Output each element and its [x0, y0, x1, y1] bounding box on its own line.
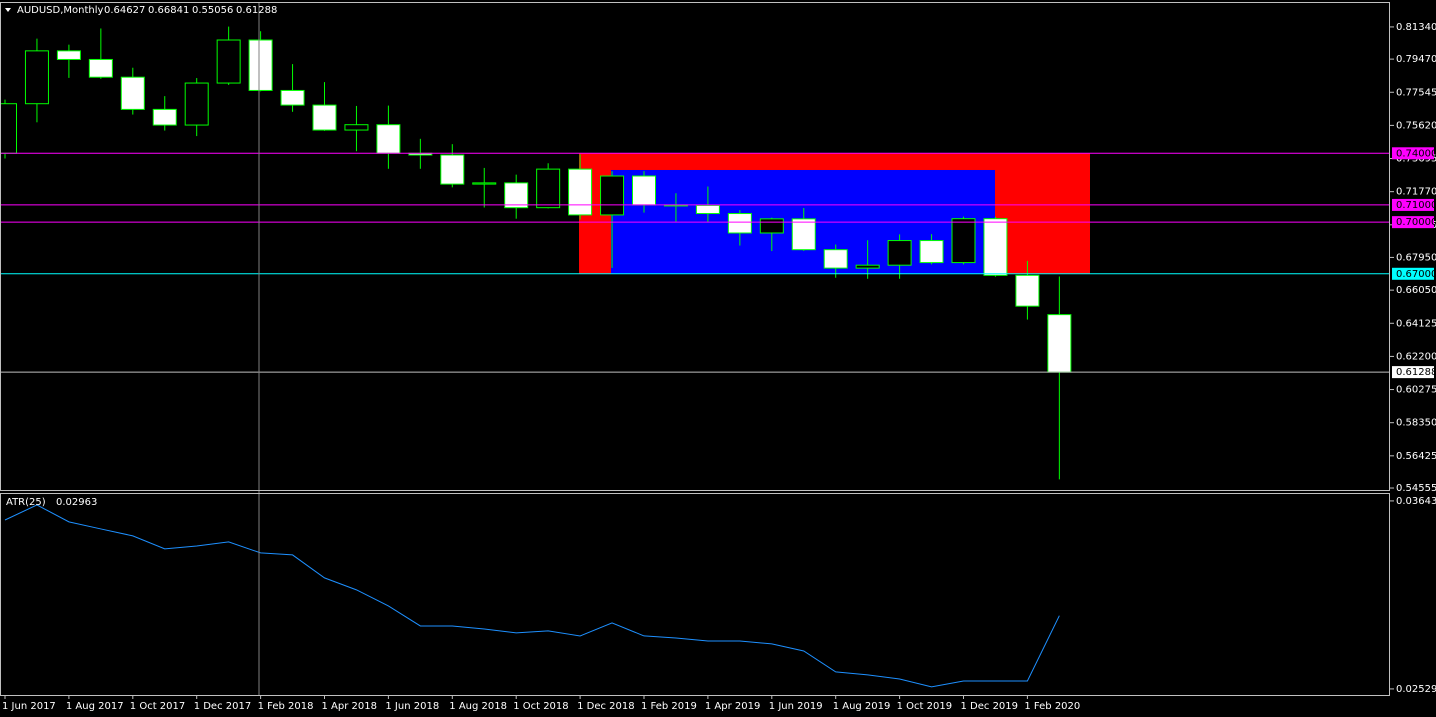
level-label: 0.70000 — [1396, 217, 1436, 228]
level-label: 0.74000 — [1396, 148, 1436, 159]
candle-body — [152, 108, 177, 126]
y-tick-label: 0.54555 — [1396, 483, 1436, 494]
x-tick-label: 1 Oct 2019 — [897, 701, 952, 712]
indicator-frame — [0, 493, 1390, 696]
candle-body — [184, 82, 209, 126]
candle-body — [1047, 314, 1072, 373]
indicator-pane — [4, 504, 1060, 688]
y-tick-label: 0.71770 — [1396, 187, 1436, 198]
candle-body — [504, 182, 529, 209]
axes: 0.813400.794700.775450.756200.736950.717… — [2, 22, 1436, 712]
candle-body — [216, 39, 241, 84]
x-tick-label: 1 Feb 2020 — [1024, 701, 1080, 712]
level-label-bg — [1392, 198, 1434, 211]
candle-body — [344, 124, 369, 131]
indicator-value: 0.02963 — [56, 497, 97, 508]
x-tick-label: 1 Aug 2017 — [66, 701, 124, 712]
level-label: 0.67000 — [1396, 269, 1436, 280]
indicator-y-tick-label: 0.03643 — [1396, 496, 1436, 507]
candle-body — [919, 240, 944, 264]
candle-body — [56, 50, 81, 60]
x-tick-label: 1 Jun 2019 — [769, 701, 823, 712]
candle-body — [1, 103, 17, 154]
x-tick-label: 1 Dec 2019 — [961, 701, 1019, 712]
x-tick-label: 1 Oct 2018 — [513, 701, 568, 712]
y-tick-label: 0.75620 — [1396, 120, 1436, 131]
level-label: 0.61288 — [1396, 367, 1436, 378]
y-tick-label: 0.60275 — [1396, 385, 1436, 396]
price-pane — [1, 26, 1389, 480]
candle-body — [632, 175, 656, 206]
candle-body — [248, 39, 273, 91]
y-tick-label: 0.62200 — [1396, 351, 1436, 362]
candle-body — [376, 124, 401, 154]
menu-arrow — [5, 8, 11, 12]
candle-body — [727, 213, 752, 234]
y-tick-label: 0.81340 — [1396, 22, 1436, 33]
candle-body — [440, 154, 465, 185]
atr-line — [4, 504, 1060, 688]
y-tick-label: 0.66050 — [1396, 285, 1436, 296]
candle-body — [24, 50, 49, 105]
candle-body — [695, 204, 720, 215]
x-tick-label: 1 Feb 2019 — [641, 701, 697, 712]
candle-body — [600, 175, 625, 216]
candle-body — [88, 58, 113, 78]
chart-title: AUDUSD,Monthly — [17, 5, 104, 16]
x-tick-label: 1 Jun 2018 — [385, 701, 439, 712]
indicator-y-tick-label: 0.02529 — [1396, 684, 1436, 695]
candle-body — [983, 218, 1008, 276]
candle-body — [312, 104, 337, 131]
y-tick-label: 0.58350 — [1396, 418, 1436, 429]
x-tick-label: 1 Oct 2017 — [130, 701, 185, 712]
candle-body — [823, 249, 848, 269]
header-low: 0.55056 — [192, 5, 233, 16]
level-label-bg — [1392, 216, 1434, 229]
x-tick-label: 1 Dec 2018 — [577, 701, 635, 712]
x-tick-label: 1 Feb 2018 — [258, 701, 314, 712]
x-tick-label: 1 Dec 2017 — [194, 701, 252, 712]
candle-body — [887, 240, 912, 266]
x-tick-label: 1 Aug 2019 — [833, 701, 891, 712]
header-high: 0.66841 — [148, 5, 189, 16]
level-label-bg — [1392, 366, 1434, 379]
header-close: 0.61288 — [236, 5, 277, 16]
x-tick-label: 1 Apr 2019 — [705, 701, 760, 712]
candle-body — [791, 218, 816, 251]
x-tick-label: 1 Jun 2017 — [2, 701, 56, 712]
candle-body — [280, 89, 305, 106]
price-frame — [0, 2, 1390, 491]
candle-body — [951, 218, 976, 264]
header-open: 0.64627 — [104, 5, 145, 16]
y-tick-label: 0.64125 — [1396, 318, 1436, 329]
y-tick-label: 0.79470 — [1396, 54, 1436, 65]
level-label-bg — [1392, 267, 1434, 280]
candle-body — [536, 168, 561, 209]
y-tick-label: 0.67950 — [1396, 252, 1436, 263]
candle-body — [759, 218, 784, 234]
y-tick-label: 0.77545 — [1396, 87, 1436, 98]
level-label: 0.71000 — [1396, 200, 1436, 211]
level-label-bg — [1392, 147, 1434, 160]
x-tick-label: 1 Aug 2018 — [449, 701, 507, 712]
x-tick-label: 1 Apr 2018 — [322, 701, 377, 712]
candle-body — [120, 76, 145, 110]
candle-body — [472, 182, 497, 185]
candle-body — [1015, 274, 1040, 307]
indicator-name: ATR(25) — [6, 497, 46, 508]
candle-body — [568, 168, 593, 216]
y-tick-label: 0.56425 — [1396, 451, 1436, 462]
candle-body — [855, 264, 880, 269]
